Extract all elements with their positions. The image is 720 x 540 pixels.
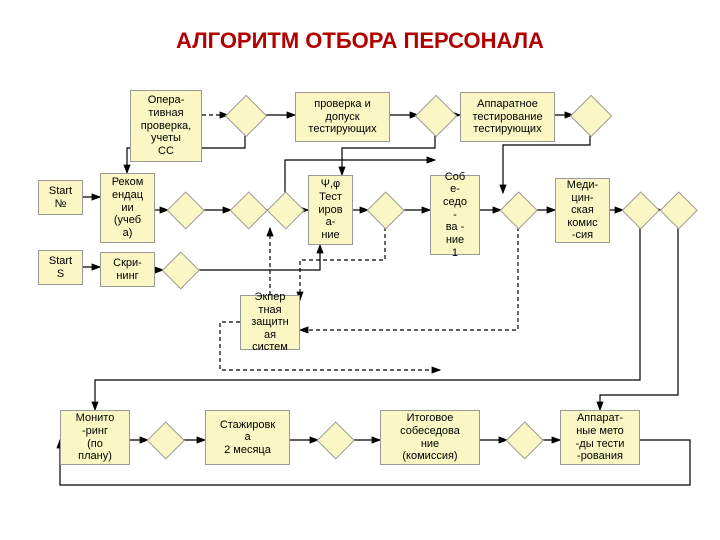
decision-d9	[622, 192, 661, 231]
flow-box-n7: Скри- нинг	[100, 252, 155, 287]
decision-d3	[570, 95, 613, 138]
edge-d10-bot	[600, 227, 678, 410]
flow-box-n11: Экпер тная защитн ая систем	[240, 295, 300, 350]
decision-d5	[230, 192, 269, 231]
decision-d7	[367, 192, 406, 231]
flow-box-n4: Start №	[38, 180, 83, 215]
flow-box-n8: Ψ,φ Тест иров а- ние	[308, 175, 353, 245]
decision-d1	[225, 95, 268, 138]
flow-box-n13: Стажировк а 2 месяца	[205, 410, 290, 465]
decision-d14	[506, 422, 545, 461]
decision-d4	[167, 192, 206, 231]
flow-box-n14: Итоговое собеседова ние (комиссия)	[380, 410, 480, 465]
decision-d8	[500, 192, 539, 231]
decision-d13	[317, 422, 356, 461]
page-title: АЛГОРИТМ ОТБОРА ПЕРСОНАЛА	[0, 28, 720, 54]
decision-d11	[162, 252, 201, 291]
flow-box-n2: проверка и допуск тестирующих	[295, 92, 390, 142]
flow-box-n12: Монито -ринг (по плану)	[60, 410, 130, 465]
flow-box-n1: Опера- тивная проверка, учеты СС	[130, 90, 202, 162]
flow-box-n5: Реком ендац ии (учеб а)	[100, 173, 155, 243]
flow-box-n9: Соб е- седо - ва - ние 1	[430, 175, 480, 255]
decision-d12	[147, 422, 186, 461]
flow-box-n6: Start S	[38, 250, 83, 285]
edge-d11-n8	[197, 245, 320, 270]
decision-d6	[267, 192, 306, 231]
flow-box-n3: Аппаратное тестирование тестирующих	[460, 92, 555, 142]
decision-d10	[660, 192, 699, 231]
flow-box-n10: Меди- цин- ская комис -сия	[555, 178, 610, 243]
decision-d2	[415, 95, 458, 138]
flow-box-n15: Аппарат- ные мето -ды тести -рования	[560, 410, 640, 465]
